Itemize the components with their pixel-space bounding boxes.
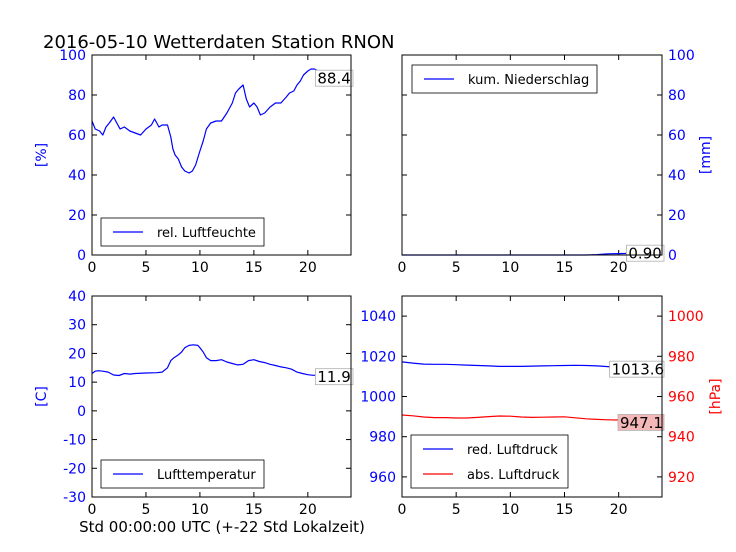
legend: red. Luftdruck abs. Luftdruck <box>410 434 569 489</box>
x-tick-label: 10 <box>501 502 519 518</box>
y-axis-label-right: [hPa] <box>708 378 724 414</box>
x-tick-label: 10 <box>191 502 209 518</box>
chart-panel-4: 0 5 10 15 2096098010001020104092094096098010… <box>360 295 724 518</box>
x-tick-label: 0 <box>398 260 407 276</box>
x-tick-label: 5 <box>141 502 150 518</box>
plot-frame <box>91 295 352 498</box>
x-tick-label: 0 <box>88 260 97 276</box>
y-tick-label: 60 <box>68 128 86 144</box>
x-tick-label: 0 <box>88 502 97 518</box>
y-tick-label: 40 <box>68 168 86 184</box>
y-tick-label: 60 <box>668 128 686 144</box>
y-tick-label: 960 <box>369 470 396 486</box>
chart-panel-3: 0 5 10 15 20 -30 -20 -10 0 10 20 30 40 [C] 11.9 Lufttem… <box>34 289 354 518</box>
y-tick-label: 20 <box>668 208 686 224</box>
y-tick-label-right: 980 <box>668 349 695 365</box>
y-tick-label: 40 <box>68 289 86 305</box>
x-tick-label: 15 <box>245 502 263 518</box>
x-tick-label: 0 <box>398 502 407 518</box>
x-tick-label: 15 <box>556 502 574 518</box>
last-value-label: 0.90 <box>628 245 661 263</box>
y-axis-label: [%] <box>34 143 50 167</box>
x-tick-label: 20 <box>299 260 317 276</box>
chart-panel-2: 0 5 10 15 20 0 20 40 60 80 100 [mm] 0.90 kum. Nieders… <box>398 48 714 276</box>
last-value-label-box <box>314 368 354 386</box>
y-tick-label: 80 <box>68 88 86 104</box>
plot-frame <box>401 295 663 498</box>
x-tick-label: 20 <box>610 260 628 276</box>
y-tick-label: 10 <box>68 375 86 391</box>
last-value-label-box <box>314 69 354 87</box>
y-tick-label: 0 <box>668 248 677 264</box>
y-tick-label: -10 <box>63 433 86 449</box>
x-tick-label: 15 <box>556 260 574 276</box>
legend: Lufttemperatur <box>100 459 265 489</box>
legend-box <box>410 434 569 489</box>
y-tick-label: 20 <box>68 346 86 362</box>
legend-label: kum. Niederschlag <box>468 73 589 88</box>
y-tick-label: -30 <box>63 490 86 506</box>
x-tick-label: 20 <box>299 502 317 518</box>
x-tick-label: 5 <box>141 260 150 276</box>
y-tick-label-right: 940 <box>668 430 695 446</box>
x-axis-label: Std 00:00:00 UTC (+-22 Std Lokalzeit) <box>79 518 365 536</box>
x-tick-label: 10 <box>191 260 209 276</box>
legend-label: Lufttemperatur <box>157 468 256 483</box>
last-value-label-right-box <box>617 414 665 431</box>
plot-frame <box>401 54 663 256</box>
y-axis-label: [C] <box>34 386 50 407</box>
y-tick-label: 100 <box>59 48 86 64</box>
plot-frame <box>91 54 352 256</box>
legend: kum. Niederschlag <box>411 64 598 94</box>
y-tick-label: 20 <box>68 208 86 224</box>
y-tick-label: 1020 <box>360 349 396 365</box>
series-line-1 <box>91 68 351 174</box>
y-tick-label: 40 <box>668 168 686 184</box>
x-tick-label: 15 <box>245 260 263 276</box>
y-tick-label: 0 <box>77 404 86 420</box>
series-line-1 <box>91 344 352 378</box>
last-value-label-left: 1013.6 <box>612 361 665 379</box>
last-value-label-left-box <box>609 360 665 378</box>
figure-title: 2016-05-10 Wetterdaten Station RNON <box>43 32 394 53</box>
chart-panel-1: 0 5 10 15 20 0 20 40 60 80 100 [%] 88.4 rel. Luftfeuc… <box>34 48 354 276</box>
x-tick-label: 5 <box>452 260 461 276</box>
y-tick-label: 1000 <box>360 390 396 406</box>
y-tick-label: 30 <box>68 318 86 334</box>
y-tick-label: 80 <box>668 88 686 104</box>
y-tick-label-right: 920 <box>668 470 695 486</box>
x-tick-label: 10 <box>501 260 519 276</box>
y-tick-label-right: 960 <box>668 390 695 406</box>
x-tick-label: 5 <box>452 502 461 518</box>
y-tick-label: 1040 <box>360 309 396 325</box>
legend-label: abs. Luftdruck <box>467 468 560 483</box>
y-tick-label: 980 <box>369 430 396 446</box>
y-tick-label-right: 1000 <box>668 309 704 325</box>
last-value-label-box <box>626 244 665 262</box>
legend: rel. Luftfeuchte <box>100 217 265 247</box>
y-tick-label: -20 <box>63 461 86 477</box>
x-tick-label: 20 <box>610 502 628 518</box>
y-tick-label: 0 <box>77 248 86 264</box>
last-value-label-right: 947.1 <box>620 414 663 432</box>
legend-label: red. Luftdruck <box>467 443 558 458</box>
y-axis-label: [mm] <box>698 136 714 174</box>
y-tick-label: 100 <box>668 48 695 64</box>
last-value-label: 88.4 <box>317 70 350 88</box>
last-value-label: 11.9 <box>317 368 350 386</box>
legend-label: rel. Luftfeuchte <box>157 226 256 241</box>
